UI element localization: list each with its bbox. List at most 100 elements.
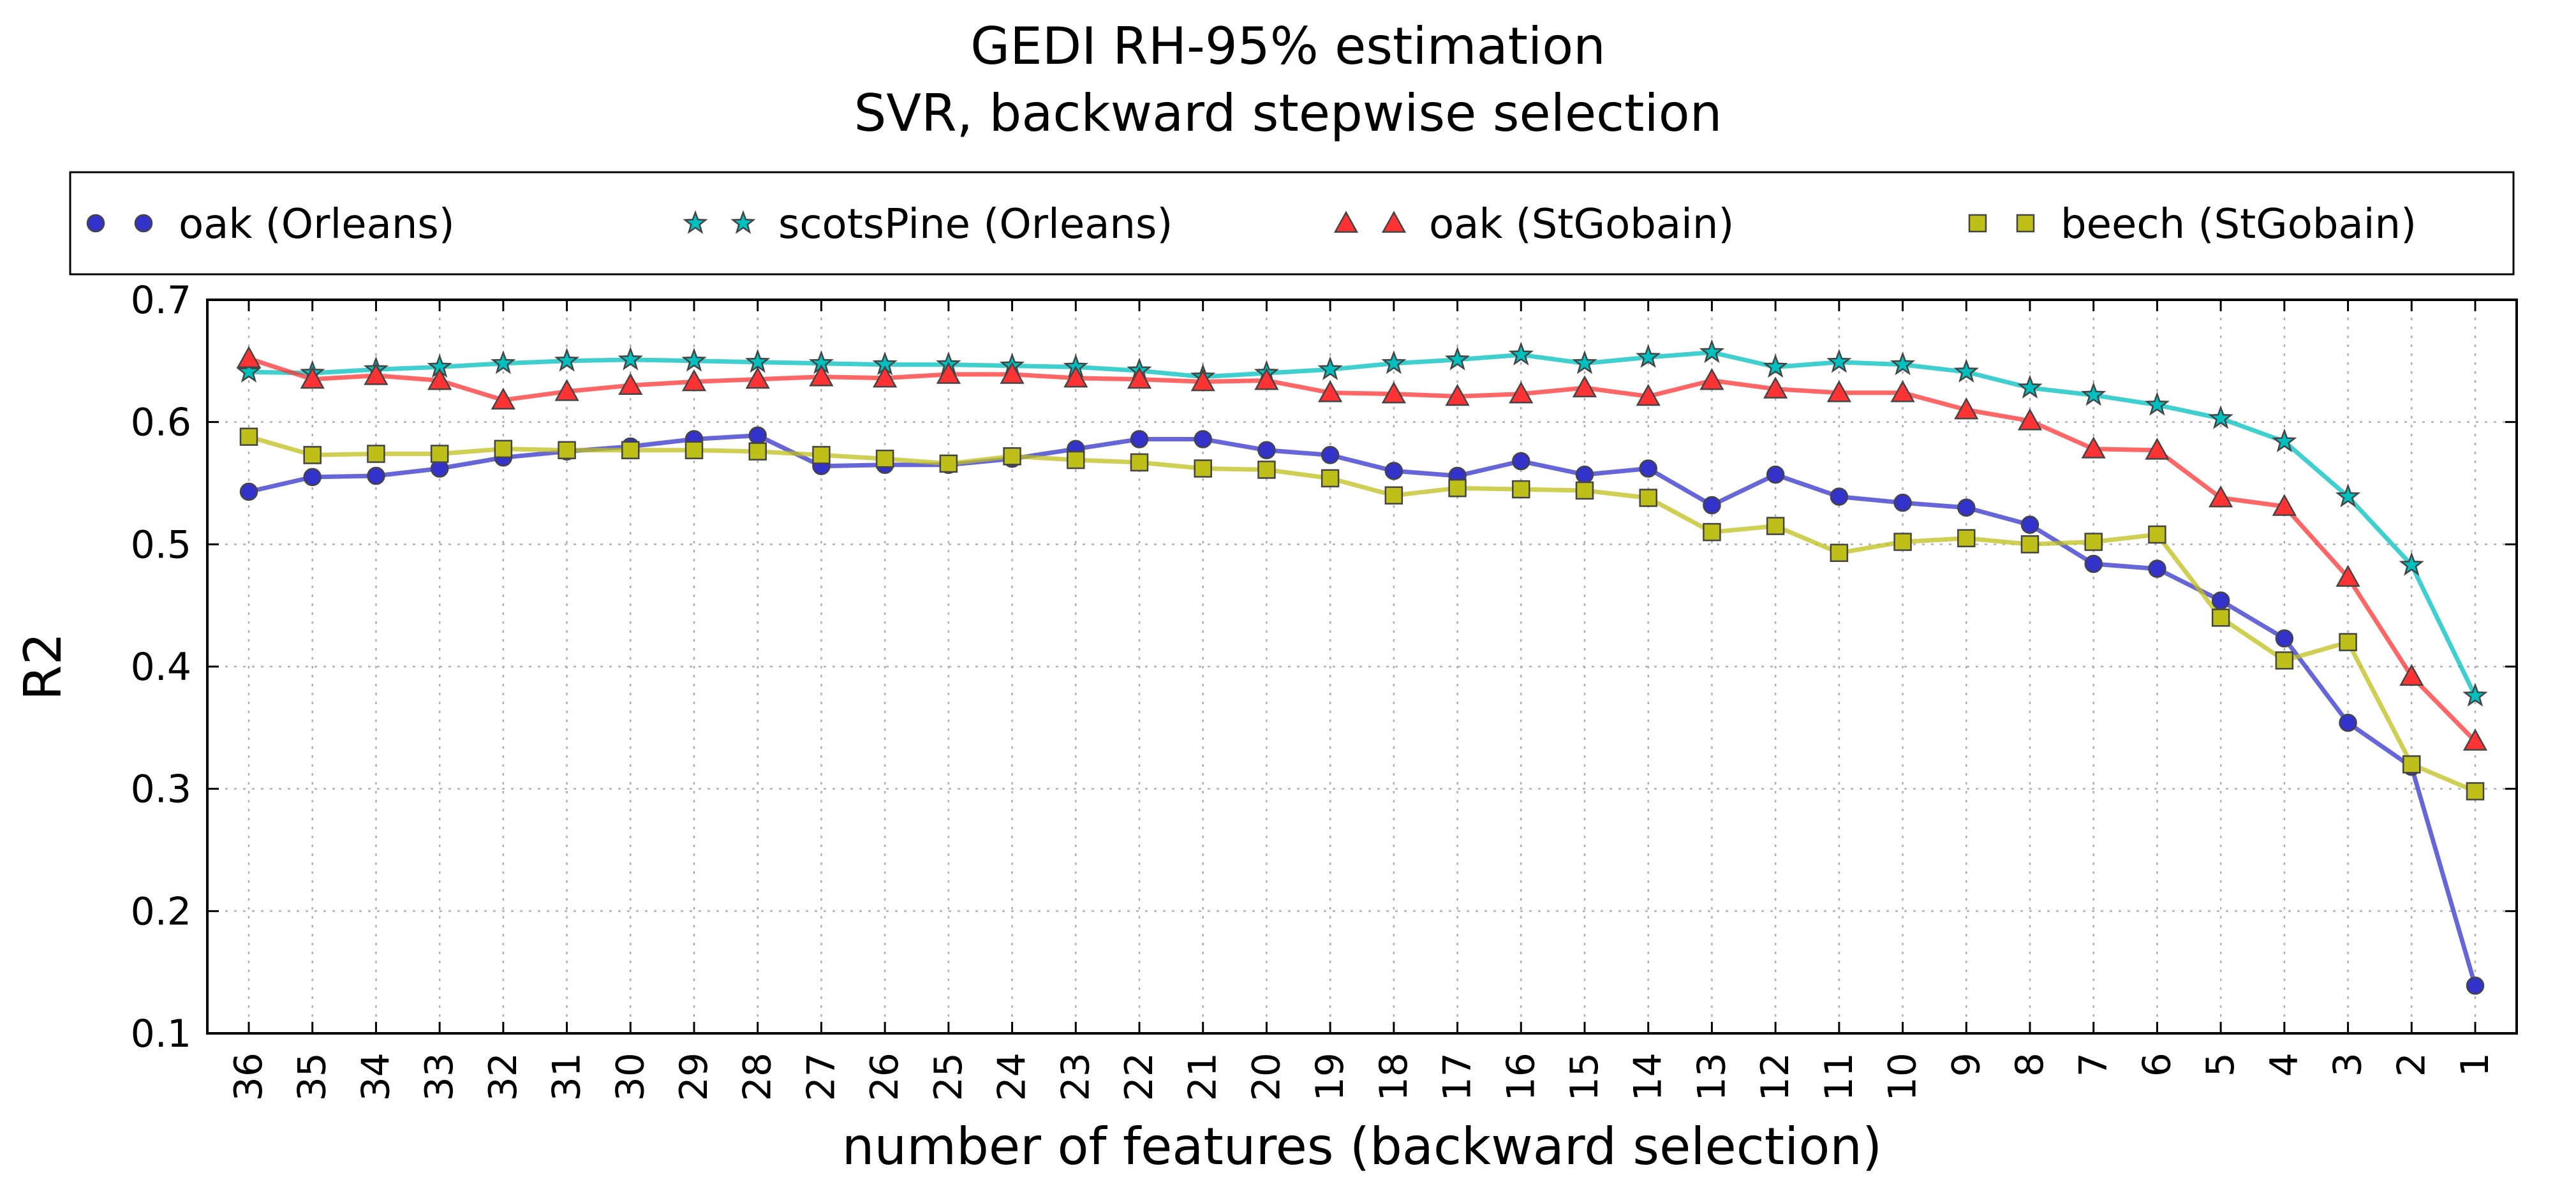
data-point-scotspine-orleans (1572, 350, 1597, 374)
data-point-beech-stgobain (2020, 535, 2039, 554)
y-tick-label: 0.1 (131, 1012, 191, 1056)
x-tick-label: 1 (2453, 1052, 2498, 1077)
x-tick-label: 23 (1053, 1052, 1098, 1101)
data-point-scotspine-orleans (681, 348, 707, 372)
data-point-beech-stgobain (1194, 459, 1212, 478)
data-point-oak-orleans (748, 426, 767, 445)
x-tick-label: 31 (545, 1052, 589, 1101)
data-point-beech-stgobain (875, 449, 894, 468)
series-line-oak-stgobain (248, 356, 2477, 743)
x-tick-label: 30 (608, 1052, 653, 1101)
data-point-oak-orleans (1130, 430, 1149, 448)
data-point-oak-stgobain (873, 365, 898, 388)
data-point-oak-stgobain (2209, 485, 2233, 508)
legend-marker-scotspine-orleans (730, 210, 756, 234)
data-point-beech-stgobain (2148, 525, 2166, 544)
data-point-oak-orleans (1703, 496, 1721, 515)
data-point-scotspine-orleans (2081, 381, 2106, 406)
x-tick-label: 12 (1753, 1052, 1798, 1101)
data-point-oak-stgobain (2399, 663, 2424, 686)
data-point-oak-orleans (239, 482, 258, 501)
x-tick-label: 10 (1881, 1052, 1925, 1101)
data-point-beech-stgobain (239, 427, 258, 446)
data-point-scotspine-orleans (2017, 374, 2043, 399)
data-point-beech-stgobain (685, 441, 704, 459)
data-point-oak-stgobain (491, 387, 515, 410)
data-point-oak-stgobain (809, 364, 834, 387)
x-tick-label: 29 (672, 1052, 716, 1101)
data-point-scotspine-orleans (744, 349, 771, 373)
x-tick-label: 3 (2326, 1052, 2371, 1077)
x-tick-label: 19 (1308, 1052, 1352, 1101)
x-tick-label: 16 (1499, 1052, 1543, 1101)
data-point-scotspine-orleans (2272, 428, 2297, 453)
y-tick-label: 0.3 (131, 767, 191, 812)
data-point-oak-orleans (1766, 465, 1785, 484)
x-tick-label: 6 (2135, 1052, 2179, 1077)
x-tick-label: 18 (1372, 1052, 1416, 1101)
plot-area: 0.10.20.30.40.50.60.736 35 34 33 32 31 30 29 28 2… (131, 278, 2518, 1101)
x-tick-label: 2 (2389, 1052, 2434, 1077)
x-tick-label: 24 (990, 1052, 1035, 1101)
data-point-beech-stgobain (812, 446, 831, 464)
data-point-oak-stgobain (1763, 376, 1788, 399)
data-point-oak-stgobain (1954, 397, 1979, 420)
data-point-oak-stgobain (1254, 367, 1279, 390)
legend-marker-oak-stgobain (1333, 210, 1359, 233)
data-point-oak-stgobain (1127, 367, 1152, 389)
data-point-scotspine-orleans (1381, 350, 1407, 374)
data-point-scotspine-orleans (491, 350, 516, 374)
x-tick-label: 4 (2262, 1052, 2307, 1077)
data-point-scotspine-orleans (1699, 339, 1725, 364)
data-point-oak-orleans (2084, 554, 2103, 573)
legend-frame (69, 171, 2515, 276)
data-point-beech-stgobain (2339, 633, 2357, 651)
data-point-beech-stgobain (2402, 755, 2421, 774)
data-point-oak-stgobain (554, 379, 579, 401)
y-tick-label: 0.6 (131, 401, 191, 445)
data-point-scotspine-orleans (1826, 349, 1852, 373)
x-tick-label: 27 (799, 1052, 843, 1101)
data-point-scotspine-orleans (1508, 341, 1534, 365)
y-tick-label: 0.4 (131, 645, 191, 690)
data-point-oak-orleans (2211, 591, 2230, 610)
data-point-beech-stgobain (1321, 469, 1340, 488)
data-point-beech-stgobain (1575, 481, 1594, 500)
data-point-oak-stgobain (618, 373, 643, 395)
data-point-oak-stgobain (1063, 365, 1088, 388)
legend-marker-oak-stgobain (1381, 210, 1407, 233)
x-tick-label: 13 (1689, 1052, 1734, 1101)
legend-marker-beech-stgobain (1968, 214, 1987, 233)
series-line-beech-stgobain (248, 434, 2476, 794)
data-point-oak-orleans (2275, 629, 2294, 648)
data-point-oak-orleans (1384, 462, 1403, 480)
data-point-oak-stgobain (1509, 381, 1534, 404)
data-point-beech-stgobain (430, 445, 449, 463)
x-tick-label: 25 (926, 1052, 971, 1101)
data-point-beech-stgobain (621, 441, 640, 459)
x-tick-label: 20 (1244, 1052, 1289, 1101)
data-point-scotspine-orleans (236, 358, 262, 383)
data-point-oak-orleans (1957, 498, 1976, 517)
data-point-beech-stgobain (1448, 478, 1467, 498)
data-point-beech-stgobain (1766, 517, 1785, 535)
data-point-beech-stgobain (2084, 533, 2103, 551)
series-line-scotspine-orleans (248, 350, 2478, 697)
data-point-oak-orleans (1194, 430, 1212, 448)
data-point-oak-stgobain (427, 367, 452, 390)
legend-marker-scotspine-orleans (683, 210, 708, 234)
data-point-scotspine-orleans (1763, 353, 1788, 378)
x-tick-label: 7 (2071, 1052, 2116, 1077)
data-point-beech-stgobain (748, 442, 767, 461)
data-point-oak-orleans (303, 468, 322, 487)
data-point-oak-stgobain (2017, 408, 2043, 431)
data-point-beech-stgobain (1893, 533, 1912, 551)
data-point-beech-stgobain (367, 445, 385, 463)
data-point-beech-stgobain (939, 454, 958, 473)
legend: oak (Orleans) scotsPine (Orleans) oak (StG… (69, 171, 2515, 276)
data-point-oak-stgobain (745, 367, 770, 389)
data-point-oak-stgobain (2081, 436, 2106, 459)
data-point-oak-stgobain (364, 363, 389, 385)
data-point-oak-orleans (1512, 452, 1530, 471)
data-point-scotspine-orleans (2462, 683, 2488, 707)
